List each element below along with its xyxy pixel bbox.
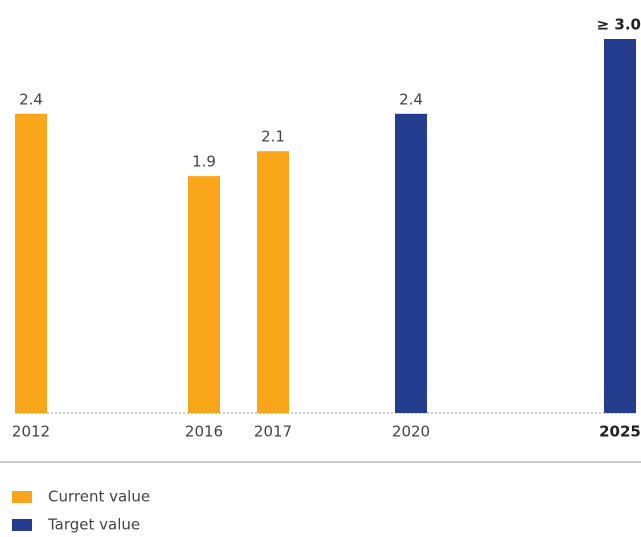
x-tick-label: 2025	[599, 423, 641, 441]
bar	[604, 39, 636, 413]
legend-swatch	[12, 519, 32, 531]
bar	[15, 113, 47, 414]
bar	[257, 151, 289, 413]
bar	[188, 176, 220, 413]
value-label: 2.4	[19, 90, 43, 108]
x-tick-label: 2017	[254, 423, 292, 441]
legend-label: Target value	[47, 516, 140, 534]
value-label: 2.4	[399, 90, 423, 108]
value-label: ≥ 3.0	[597, 16, 641, 34]
x-tick-label: 2020	[392, 423, 430, 441]
value-label: 2.1	[261, 128, 285, 146]
bar	[395, 113, 427, 414]
legend-label: Current value	[48, 488, 150, 506]
x-tick-label: 2012	[12, 423, 50, 441]
legend-swatch	[12, 491, 32, 503]
x-tick-label: 2016	[185, 423, 223, 441]
value-label: 1.9	[192, 153, 216, 171]
